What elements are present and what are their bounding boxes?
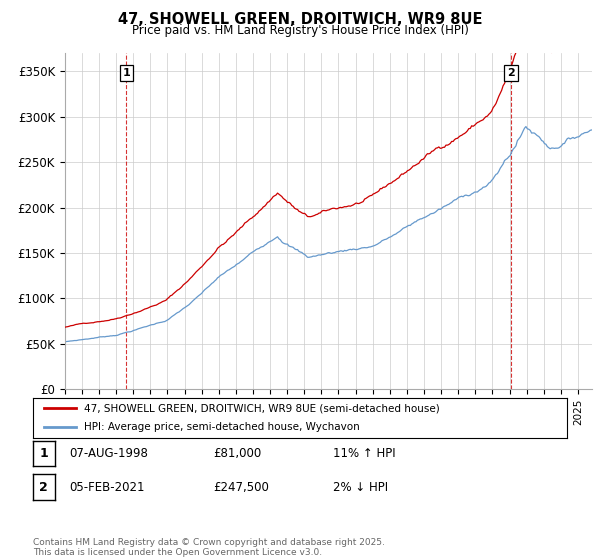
Text: 05-FEB-2021: 05-FEB-2021	[69, 480, 145, 494]
Text: 2: 2	[507, 68, 515, 78]
Text: HPI: Average price, semi-detached house, Wychavon: HPI: Average price, semi-detached house,…	[84, 422, 359, 432]
Text: 1: 1	[40, 447, 48, 460]
Text: £247,500: £247,500	[213, 480, 269, 494]
Text: 47, SHOWELL GREEN, DROITWICH, WR9 8UE (semi-detached house): 47, SHOWELL GREEN, DROITWICH, WR9 8UE (s…	[84, 404, 439, 413]
Text: 1: 1	[122, 68, 130, 78]
Text: Price paid vs. HM Land Registry's House Price Index (HPI): Price paid vs. HM Land Registry's House …	[131, 24, 469, 37]
Text: £81,000: £81,000	[213, 447, 261, 460]
Text: Contains HM Land Registry data © Crown copyright and database right 2025.
This d: Contains HM Land Registry data © Crown c…	[33, 538, 385, 557]
Text: 2: 2	[40, 480, 48, 494]
Text: 11% ↑ HPI: 11% ↑ HPI	[333, 447, 395, 460]
Text: 07-AUG-1998: 07-AUG-1998	[69, 447, 148, 460]
Text: 47, SHOWELL GREEN, DROITWICH, WR9 8UE: 47, SHOWELL GREEN, DROITWICH, WR9 8UE	[118, 12, 482, 27]
Text: 2% ↓ HPI: 2% ↓ HPI	[333, 480, 388, 494]
